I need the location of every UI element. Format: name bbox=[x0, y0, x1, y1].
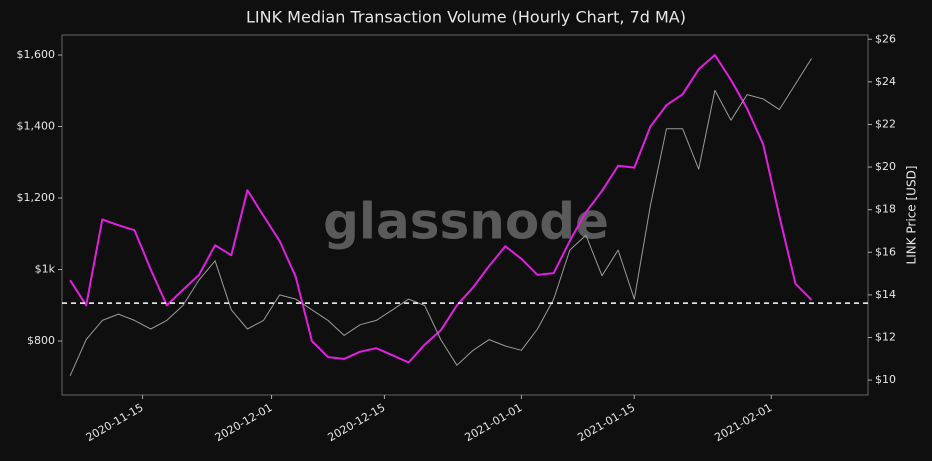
x-tick-label: 2020-11-15 bbox=[84, 401, 146, 444]
x-tick-label: 2020-12-01 bbox=[213, 401, 275, 444]
plot-frame bbox=[61, 34, 869, 396]
y2-tick-label: $10 bbox=[875, 373, 896, 386]
y2-tick-label: $24 bbox=[875, 75, 896, 88]
y2-tick-label: $20 bbox=[875, 160, 896, 173]
y-tick-label: $1,200 bbox=[17, 191, 56, 204]
y2-tick-label: $26 bbox=[875, 32, 896, 45]
y-tick-label: $1,600 bbox=[17, 48, 56, 61]
y-tick-label: $1k bbox=[35, 263, 56, 276]
y-tick-label: $800 bbox=[27, 334, 55, 347]
x-tick-label: 2021-02-01 bbox=[712, 401, 774, 444]
x-tick-label: 2021-01-01 bbox=[463, 401, 525, 444]
series-line bbox=[69, 58, 813, 377]
y2-tick-label: $14 bbox=[875, 288, 896, 301]
y2-tick-label: $22 bbox=[875, 117, 896, 130]
y2-tick-label: $16 bbox=[875, 245, 896, 258]
series-line bbox=[69, 54, 813, 364]
y-tick-label: $1,400 bbox=[17, 120, 56, 133]
chart-title: LINK Median Transaction Volume (Hourly C… bbox=[246, 8, 686, 27]
y2-axis-label: LINK Price [USD] bbox=[905, 166, 919, 265]
y2-tick-label: $18 bbox=[875, 203, 896, 216]
x-tick-label: 2020-12-15 bbox=[326, 401, 388, 444]
y2-tick-label: $12 bbox=[875, 330, 896, 343]
watermark: glassnode bbox=[323, 193, 609, 251]
x-tick-label: 2021-01-15 bbox=[575, 401, 637, 444]
